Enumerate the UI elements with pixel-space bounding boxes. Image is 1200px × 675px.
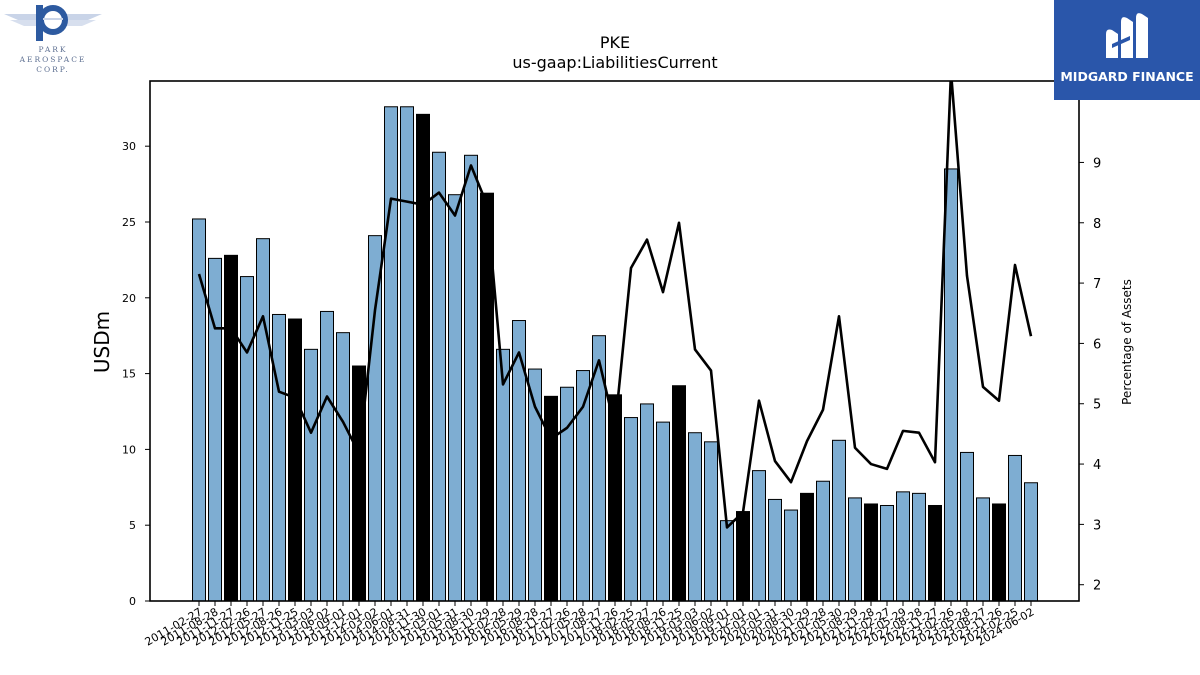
bar bbox=[720, 520, 734, 602]
bar bbox=[464, 154, 478, 602]
bar bbox=[960, 451, 974, 602]
bar bbox=[848, 497, 862, 602]
bar bbox=[448, 194, 462, 602]
y-tick-label: 0 bbox=[129, 595, 136, 608]
midgard-brand-text: MIDGARD FINANCE bbox=[1060, 69, 1194, 84]
bar bbox=[704, 441, 718, 602]
bar bbox=[1008, 454, 1022, 602]
bar bbox=[432, 151, 446, 602]
bar bbox=[928, 504, 942, 602]
bar bbox=[896, 491, 910, 602]
y-tick-label: 10 bbox=[122, 443, 136, 456]
chart-title: PKE bbox=[599, 33, 631, 52]
bar bbox=[1024, 482, 1038, 602]
y-tick-label: 30 bbox=[122, 140, 136, 153]
bar bbox=[240, 276, 254, 602]
bar bbox=[768, 498, 782, 602]
bar bbox=[416, 113, 430, 602]
y-axis-right: 2 3 4 5 6 7 8 9 bbox=[1079, 156, 1101, 594]
y2-tick-label: 8 bbox=[1093, 217, 1101, 232]
chart-subtitle: us-gaap:LiabilitiesCurrent bbox=[512, 53, 718, 72]
midgard-finance-logo: MIDGARD FINANCE bbox=[1054, 0, 1200, 100]
logo-line-2: AEROSPACE bbox=[19, 55, 87, 64]
bar bbox=[384, 106, 398, 602]
y-tick-label: 15 bbox=[122, 368, 136, 381]
bar bbox=[272, 313, 286, 602]
park-aerospace-logo: PARK AEROSPACE CORP. bbox=[0, 0, 110, 80]
bar bbox=[752, 470, 766, 602]
y2-axis-label: Percentage of Assets bbox=[1120, 279, 1134, 405]
bar bbox=[336, 332, 350, 602]
bar bbox=[496, 348, 510, 602]
bar bbox=[880, 504, 894, 602]
bar bbox=[992, 503, 1006, 602]
y-tick-label: 20 bbox=[122, 292, 136, 305]
y-axis-label: USDm bbox=[90, 311, 114, 373]
bar-series bbox=[192, 106, 1038, 602]
bar bbox=[304, 348, 318, 602]
bar bbox=[400, 106, 414, 602]
y-axis-left: 0 5 10 15 20 25 30 bbox=[122, 140, 150, 608]
bar bbox=[368, 235, 382, 602]
percentage-line bbox=[197, 81, 1033, 529]
logo-line-3: CORP. bbox=[36, 65, 70, 74]
park-emblem-icon bbox=[4, 5, 102, 41]
bar bbox=[736, 511, 750, 602]
y2-tick-label: 2 bbox=[1093, 579, 1101, 594]
bar bbox=[832, 439, 846, 602]
bar bbox=[624, 417, 638, 602]
y2-tick-label: 3 bbox=[1093, 518, 1101, 533]
y2-tick-label: 9 bbox=[1093, 156, 1101, 171]
y2-tick-label: 6 bbox=[1093, 337, 1101, 352]
y2-tick-label: 5 bbox=[1093, 398, 1101, 413]
bar bbox=[320, 310, 334, 602]
bar bbox=[640, 403, 654, 602]
bar bbox=[864, 503, 878, 602]
bar bbox=[944, 168, 958, 602]
bar bbox=[672, 385, 686, 602]
line-series bbox=[197, 81, 1033, 529]
y-tick-label: 5 bbox=[129, 519, 136, 532]
logo-line-1: PARK bbox=[38, 45, 68, 54]
bar bbox=[288, 318, 302, 602]
bar bbox=[816, 480, 830, 602]
bar bbox=[256, 238, 270, 602]
y2-tick-label: 7 bbox=[1093, 277, 1101, 292]
y-tick-label: 25 bbox=[122, 216, 136, 229]
bar bbox=[976, 497, 990, 602]
y2-tick-label: 4 bbox=[1093, 458, 1101, 473]
bar bbox=[800, 492, 814, 602]
bar bbox=[688, 432, 702, 602]
bar bbox=[224, 254, 238, 602]
bar bbox=[560, 386, 574, 602]
x-axis: 2011-02-272011-08-282011-11-272012-02-26… bbox=[143, 601, 1037, 649]
bar bbox=[912, 492, 926, 602]
midgard-emblem-icon bbox=[1106, 13, 1148, 59]
bar bbox=[784, 509, 798, 602]
bar bbox=[656, 421, 670, 602]
